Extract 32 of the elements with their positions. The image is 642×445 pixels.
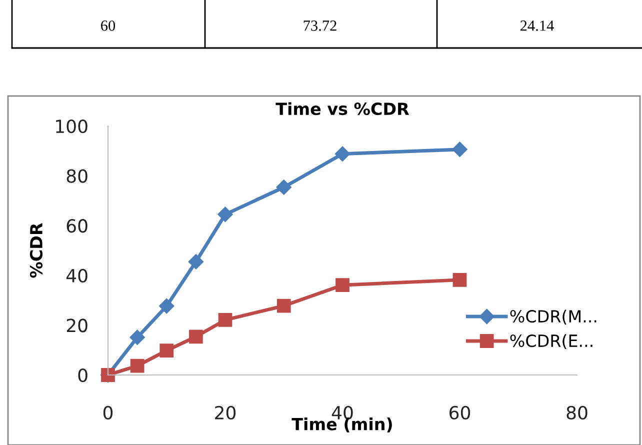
legend-label: %CDR(M... xyxy=(510,310,596,325)
point xyxy=(159,298,174,314)
point xyxy=(188,254,204,270)
text: 73.72 xyxy=(304,20,336,31)
x-tick-label: 60 xyxy=(450,406,470,420)
x-tick-label: 0 xyxy=(103,406,113,420)
y-tick-label: 100 xyxy=(56,119,88,134)
text: 24.14 xyxy=(520,20,554,31)
chart-title: Time vs %CDR xyxy=(276,102,410,116)
x-tick-label: 20 xyxy=(215,406,236,420)
point xyxy=(188,330,203,344)
y-tick-label: 0 xyxy=(78,368,88,382)
x-tick-label: 40 xyxy=(332,406,353,420)
point xyxy=(130,358,144,373)
y-axis-title: %CDR xyxy=(30,223,43,278)
point xyxy=(334,146,350,162)
y-tick-label: 20 xyxy=(66,318,88,332)
text: 60 xyxy=(101,20,116,31)
point xyxy=(218,206,233,222)
x-tick-label: 80 xyxy=(566,406,588,420)
y-tick-label: 40 xyxy=(66,268,88,283)
point xyxy=(130,330,145,345)
point xyxy=(276,180,292,195)
y-tick-label: 60 xyxy=(66,219,88,233)
point xyxy=(276,298,291,313)
legend-label: %CDR(E... xyxy=(510,334,592,350)
point xyxy=(452,142,468,157)
point xyxy=(336,278,350,292)
point xyxy=(218,313,232,327)
point xyxy=(452,272,467,287)
point xyxy=(160,344,174,358)
y-tick-label: 80 xyxy=(66,169,88,183)
